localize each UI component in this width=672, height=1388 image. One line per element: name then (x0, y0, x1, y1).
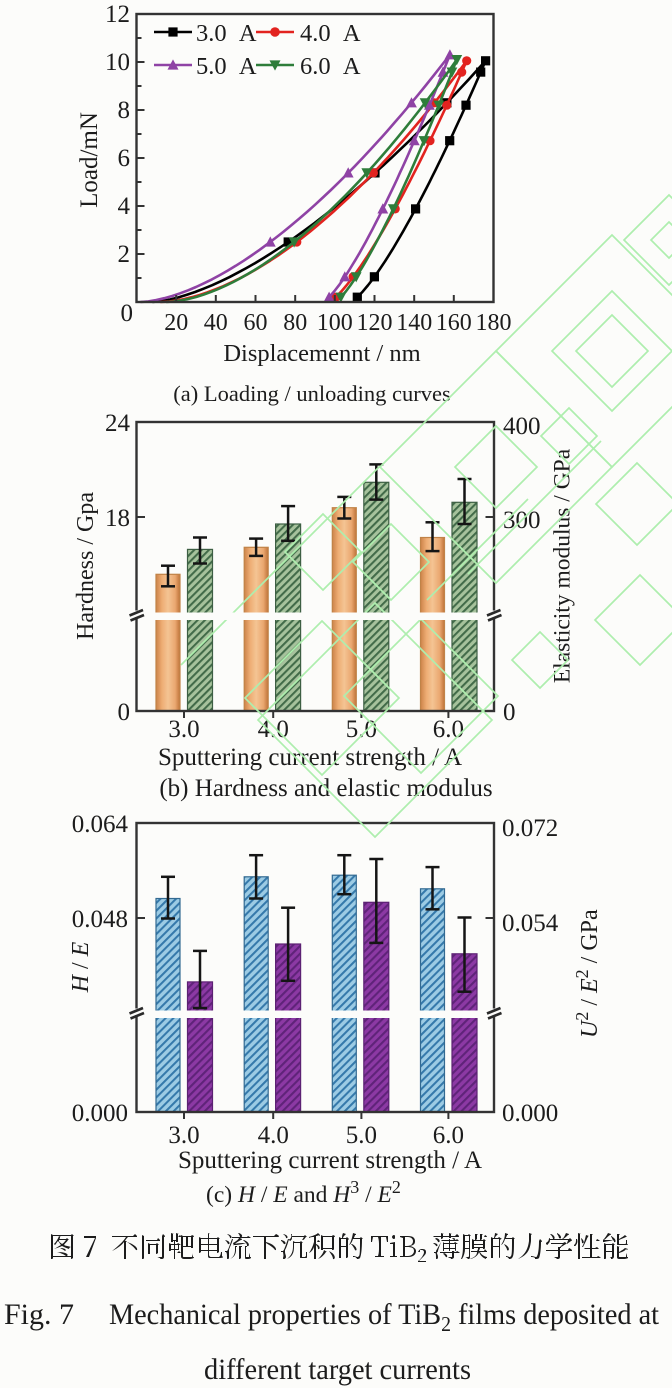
svg-text:H / E: H / E (68, 941, 94, 993)
svg-text:120: 120 (357, 310, 393, 336)
svg-text:6.0: 6.0 (433, 716, 464, 743)
svg-text:5.0: 5.0 (346, 1122, 377, 1149)
svg-text:Displacemennt / nm: Displacemennt / nm (223, 340, 420, 367)
svg-text:100: 100 (317, 310, 353, 336)
svg-text:4.0: 4.0 (258, 716, 289, 743)
svg-text:5.0: 5.0 (346, 716, 377, 743)
svg-text:5.0 A: 5.0 A (196, 53, 257, 80)
svg-text:Elasticity modulus / GPa: Elasticity modulus / GPa (550, 448, 576, 683)
svg-text:0: 0 (503, 699, 516, 726)
svg-text:400: 400 (503, 413, 541, 440)
svg-text:6.0: 6.0 (433, 1122, 464, 1149)
svg-text:80: 80 (283, 310, 307, 336)
svg-text:Hardness / Gpa: Hardness / Gpa (73, 492, 99, 640)
svg-text:3.0: 3.0 (168, 1122, 199, 1149)
svg-text:0.054: 0.054 (502, 910, 559, 937)
svg-text:0: 0 (121, 300, 134, 327)
svg-text:180: 180 (476, 310, 512, 336)
svg-text:0.072: 0.072 (502, 815, 558, 842)
svg-text:U2 / E2 / GPa: U2 / E2 / GPa (572, 909, 603, 1038)
svg-text:Load/mN: Load/mN (76, 112, 103, 208)
svg-text:12: 12 (105, 1, 130, 28)
svg-text:2: 2 (118, 241, 131, 268)
svg-text:3.0 A: 3.0 A (196, 20, 257, 47)
svg-text:0: 0 (118, 699, 131, 726)
svg-text:0.000: 0.000 (502, 1100, 558, 1127)
svg-text:6.0 A: 6.0 A (300, 53, 361, 80)
svg-text:40: 40 (204, 310, 228, 336)
svg-text:10: 10 (105, 49, 130, 76)
svg-text:3.0: 3.0 (168, 716, 199, 743)
svg-text:140: 140 (396, 310, 432, 336)
svg-text:Sputtering current strength /: Sputtering current strength / A (158, 744, 462, 771)
svg-text:different target currents: different target currents (204, 1353, 471, 1386)
svg-text:4.0 A: 4.0 A (300, 20, 361, 47)
svg-text:(c) H / E and H3 / E2: (c) H / E and H3 / E2 (206, 1177, 401, 1208)
svg-text:4.0: 4.0 (258, 1122, 289, 1149)
svg-text:0.048: 0.048 (72, 906, 128, 933)
svg-text:18: 18 (105, 505, 130, 532)
svg-text:Sputtering current strength /: Sputtering current strength / A (178, 1147, 482, 1174)
svg-text:6: 6 (118, 145, 131, 172)
svg-text:Mechanical properties of TiB2: Mechanical properties of TiB2 films depo… (109, 1298, 660, 1336)
svg-text:160: 160 (436, 310, 472, 336)
svg-text:20: 20 (164, 310, 188, 336)
svg-text:4: 4 (118, 193, 131, 220)
svg-text:24: 24 (105, 410, 131, 437)
svg-text:60: 60 (244, 310, 268, 336)
svg-text:(a) Loading / unloading curves: (a) Loading / unloading curves (173, 381, 450, 406)
svg-text:8: 8 (118, 97, 131, 124)
svg-text:Fig. 7: Fig. 7 (4, 1298, 74, 1331)
svg-text:0.064: 0.064 (72, 811, 129, 838)
svg-text:0.000: 0.000 (72, 1100, 128, 1127)
